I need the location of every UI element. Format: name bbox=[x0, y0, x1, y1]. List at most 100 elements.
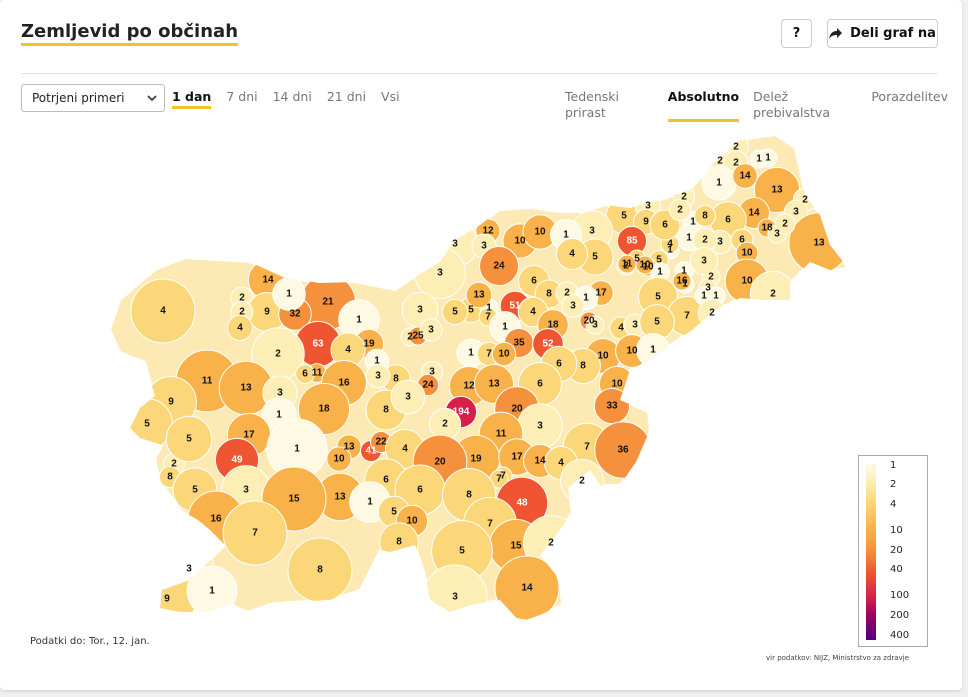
municipality-area[interactable] bbox=[390, 379, 426, 415]
legend-gradient-bar bbox=[866, 464, 876, 640]
municipality-value-label: 1 bbox=[690, 217, 696, 228]
municipality-value-label: 1 bbox=[765, 153, 771, 164]
municipality-value-label: 16 bbox=[210, 514, 222, 525]
municipality-area[interactable] bbox=[689, 246, 719, 276]
municipality-value-label: 7 bbox=[584, 442, 590, 453]
municipality-value-label: 11 bbox=[622, 259, 633, 270]
chevron-down-icon bbox=[147, 95, 157, 102]
municipality-value-label: 20 bbox=[511, 404, 523, 415]
municipality-value-label: 2 bbox=[681, 192, 687, 203]
municipality-value-label: 4 bbox=[667, 239, 673, 250]
municipality-value-label: 10 bbox=[639, 260, 651, 271]
municipality-area[interactable] bbox=[295, 364, 315, 384]
share-button[interactable]: Deli graf na bbox=[827, 19, 938, 48]
municipality-value-label: 1 bbox=[716, 178, 722, 189]
municipality-value-label: 3 bbox=[701, 256, 707, 267]
municipality-value-label: 14 bbox=[739, 171, 751, 182]
municipality-value-label: 18 bbox=[547, 320, 559, 331]
municipality-value-label: 3 bbox=[589, 226, 595, 237]
municipality-value-label: 13 bbox=[771, 185, 783, 196]
municipality-area[interactable] bbox=[326, 446, 352, 472]
municipality-value-label: 10 bbox=[626, 346, 638, 357]
mode-tabs: Tedenski prirast Absolutno Delež prebiva… bbox=[565, 89, 962, 122]
municipality-value-label: 1 bbox=[486, 303, 492, 314]
municipality-value-label: 3 bbox=[537, 421, 543, 432]
municipality-area[interactable] bbox=[694, 205, 716, 227]
municipality-value-label: 1 bbox=[667, 245, 673, 256]
municipality-area[interactable] bbox=[585, 315, 605, 335]
municipality-value-label: 17 bbox=[243, 430, 255, 441]
municipality-value-label: 6 bbox=[739, 235, 745, 246]
tab-1-dan[interactable]: 1 dan bbox=[172, 89, 212, 109]
municipality-area[interactable] bbox=[441, 298, 469, 326]
municipality-area[interactable] bbox=[561, 294, 585, 318]
municipality-value-label: 63 bbox=[312, 339, 324, 350]
municipality-value-label: 9 bbox=[164, 594, 170, 605]
municipality-area[interactable] bbox=[774, 213, 796, 235]
municipality-value-label: 35 bbox=[513, 338, 525, 349]
municipality-area[interactable] bbox=[297, 382, 351, 436]
header-divider bbox=[21, 73, 938, 74]
municipality-value-label: 5 bbox=[592, 252, 598, 263]
municipality-value-label: 2 bbox=[548, 538, 554, 549]
municipality-area[interactable] bbox=[479, 246, 519, 286]
municipality-value-label: 2 bbox=[733, 142, 739, 153]
municipality-area[interactable] bbox=[668, 198, 692, 222]
tab-absolutno[interactable]: Absolutno bbox=[667, 89, 740, 122]
municipality-value-label: 5 bbox=[656, 255, 662, 266]
municipality-area[interactable] bbox=[226, 314, 254, 342]
municipality-value-label: 3 bbox=[417, 305, 423, 316]
municipality-value-label: 6 bbox=[417, 485, 423, 496]
tab-tedenski-prirast[interactable]: Tedenski prirast bbox=[565, 89, 619, 120]
municipality-area[interactable] bbox=[365, 363, 391, 389]
municipality-area[interactable] bbox=[672, 271, 692, 291]
municipality-value-label: 36 bbox=[617, 445, 629, 456]
municipality-value-label: 8 bbox=[702, 211, 708, 222]
municipality-value-label: 5 bbox=[621, 211, 627, 222]
municipality-value-label: 19 bbox=[470, 454, 482, 465]
municipality-value-label: 2 bbox=[802, 195, 808, 206]
tab-21-dni[interactable]: 21 dni bbox=[326, 89, 367, 104]
municipality-area[interactable] bbox=[419, 318, 443, 342]
municipality-area[interactable] bbox=[165, 415, 213, 463]
municipality-value-label: 4 bbox=[160, 306, 166, 317]
municipality-value-label: 15 bbox=[288, 494, 300, 505]
municipality-area[interactable] bbox=[635, 255, 655, 275]
tab-14-dni[interactable]: 14 dni bbox=[272, 89, 312, 104]
municipality-value-label: 85 bbox=[626, 236, 638, 247]
municipality-value-label: 3 bbox=[405, 392, 411, 403]
municipality-value-label: 3 bbox=[645, 201, 651, 212]
municipality-area[interactable] bbox=[732, 163, 758, 189]
municipality-area[interactable] bbox=[555, 237, 589, 271]
tab-delez-prebivalstva[interactable]: Delež prebivalstva bbox=[753, 89, 830, 120]
municipality-value-label: 24 bbox=[422, 380, 434, 391]
municipality-area[interactable] bbox=[222, 500, 288, 566]
municipality-value-label: 5 bbox=[452, 307, 458, 318]
tab-porazdelitev[interactable]: Porazdelitev bbox=[871, 89, 948, 104]
municipality-value-label: 10 bbox=[741, 248, 753, 259]
municipality-value-label: 2 bbox=[677, 205, 683, 216]
municipality-value-label: 8 bbox=[546, 289, 552, 300]
municipality-value-label: 22 bbox=[375, 437, 387, 448]
municipality-value-label: 7 bbox=[496, 474, 502, 485]
municipality-value-label: 6 bbox=[531, 276, 537, 287]
municipality-area[interactable] bbox=[465, 281, 493, 309]
municipality-area[interactable] bbox=[130, 278, 196, 344]
municipality-area[interactable] bbox=[491, 341, 517, 367]
municipality-value-label: 3 bbox=[481, 241, 487, 252]
municipality-area[interactable] bbox=[758, 148, 778, 168]
legend-label: 1 bbox=[890, 460, 897, 471]
legend-label: 200 bbox=[890, 610, 910, 621]
dataset-select[interactable]: Potrjeni primeri bbox=[21, 84, 165, 112]
municipality-value-label: 7 bbox=[252, 528, 258, 539]
tab-vsi[interactable]: Vsi bbox=[381, 89, 400, 104]
municipality-value-label: 16 bbox=[338, 378, 350, 389]
page-title: Zemljevid po občinah bbox=[21, 22, 239, 46]
tab-7-dni[interactable]: 7 dni bbox=[226, 89, 258, 104]
municipality-value-label: 16 bbox=[676, 276, 688, 287]
municipality-value-label: 3 bbox=[428, 325, 434, 336]
help-button[interactable]: ? bbox=[781, 19, 812, 48]
municipality-value-label: 3 bbox=[705, 283, 711, 294]
municipality-value-label: 1 bbox=[276, 410, 282, 421]
municipality-value-label: 6 bbox=[725, 215, 731, 226]
